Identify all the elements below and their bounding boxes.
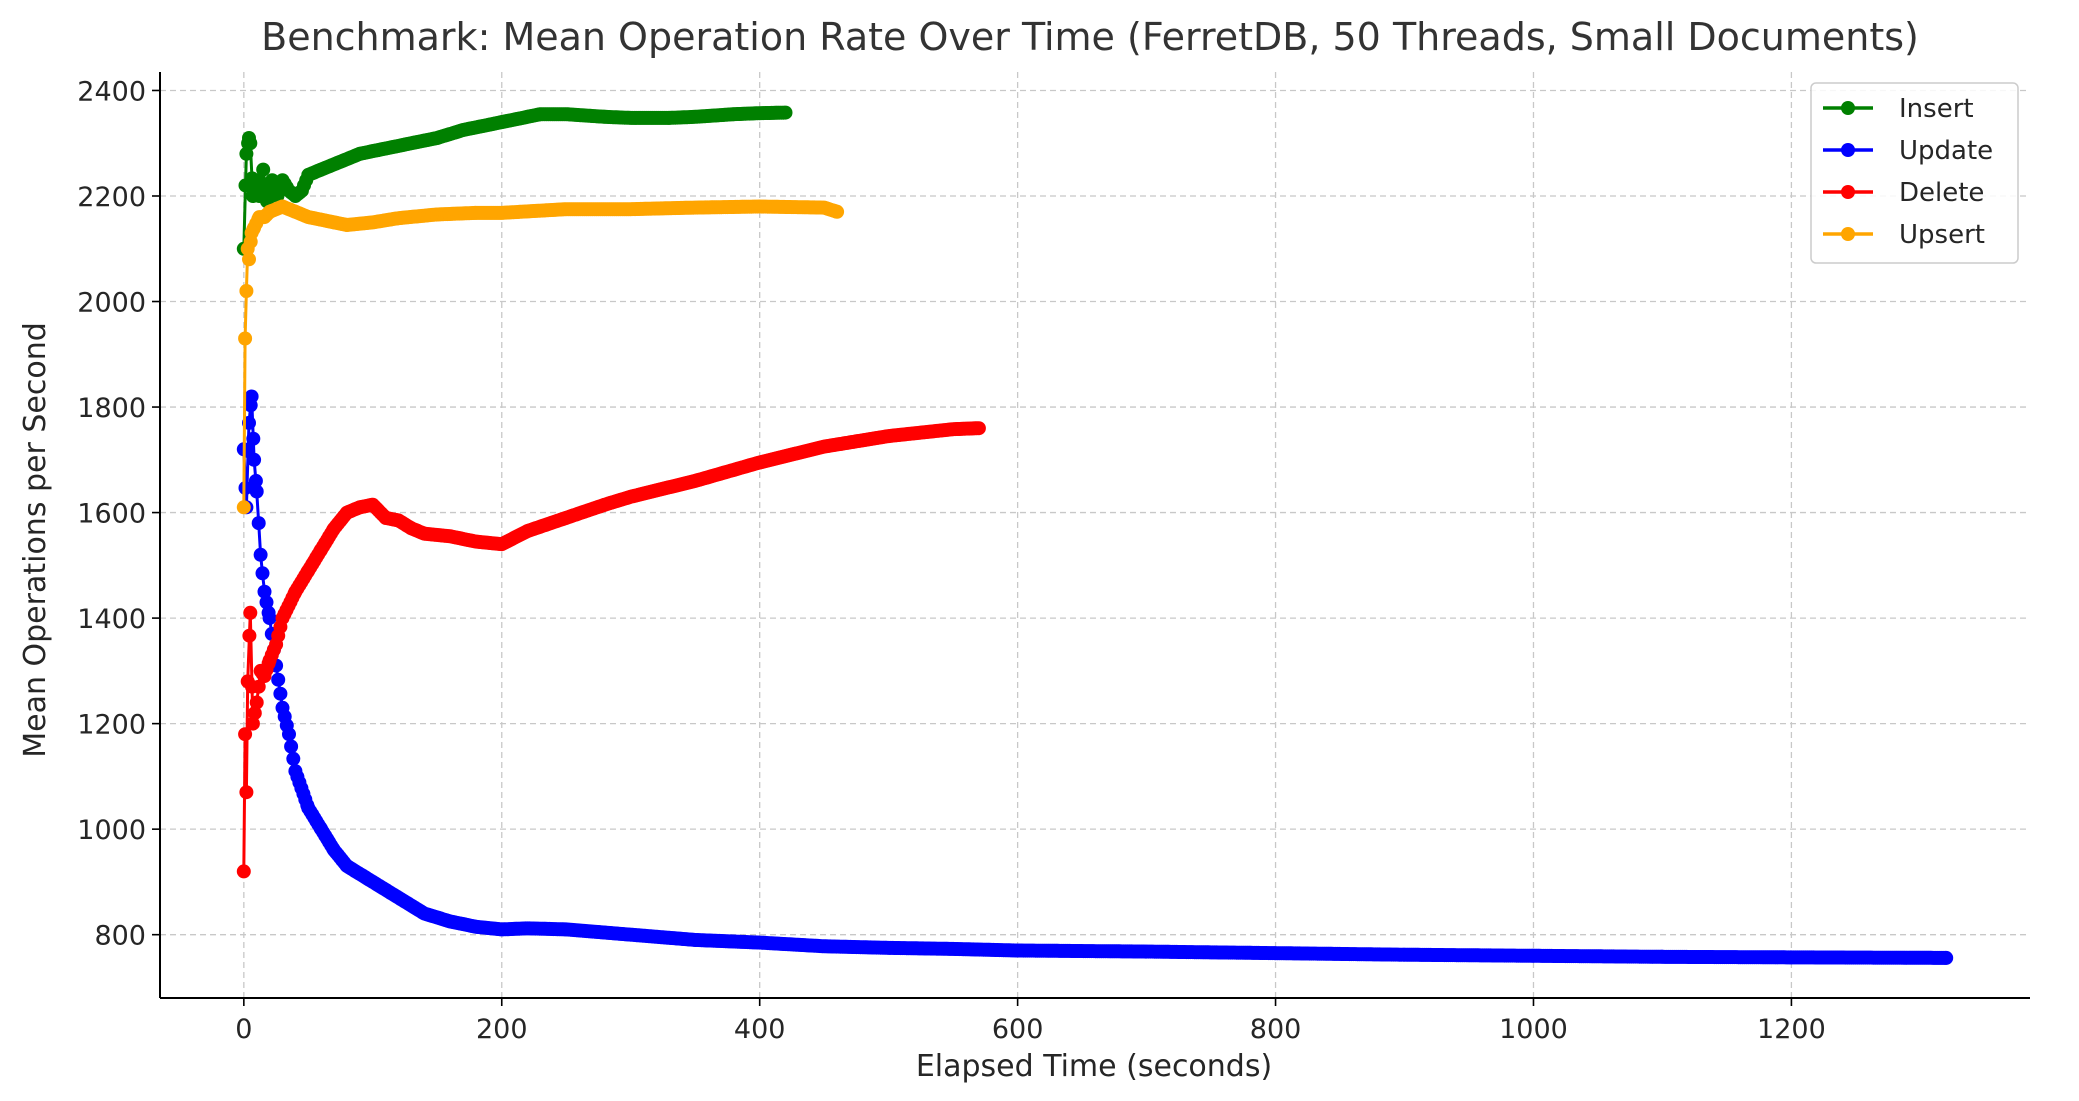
data-point-insert <box>239 146 254 161</box>
series-update <box>236 389 1954 965</box>
data-point-delete <box>236 864 251 879</box>
data-point-update <box>284 739 299 754</box>
data-point-update <box>262 611 277 626</box>
legend-marker-insert <box>1841 101 1855 115</box>
data-point-update <box>273 686 288 701</box>
data-point-upsert <box>242 252 256 267</box>
data-point-delete <box>251 679 266 694</box>
data-point-update <box>244 389 259 404</box>
data-point-update <box>248 473 263 488</box>
data-point-update <box>286 751 301 766</box>
data-point-delete <box>245 716 260 731</box>
data-point-update <box>246 431 261 446</box>
series-layer <box>236 105 1954 965</box>
x-tick-label: 800 <box>1250 1014 1302 1045</box>
x-axis-label: Elapsed Time (seconds) <box>916 1049 1272 1084</box>
series-line-delete <box>242 426 979 872</box>
legend: Insert Update Delete Upsert <box>1810 82 2019 264</box>
series-upsert <box>236 199 845 515</box>
data-point-update <box>259 595 274 610</box>
axes <box>152 72 2030 1006</box>
legend-item-upsert: Upsert <box>1823 220 1985 250</box>
y-tick-label: 1600 <box>77 499 146 530</box>
data-point-upsert <box>238 331 253 346</box>
legend-item-update: Update <box>1823 136 1993 166</box>
data-point-update <box>238 481 253 495</box>
data-point-delete <box>243 605 258 620</box>
data-point-upsert <box>236 500 251 515</box>
y-tick-label: 1000 <box>77 815 146 846</box>
legend-marker-upsert <box>1841 227 1855 241</box>
series-line-update <box>242 396 1947 960</box>
data-point-update <box>253 547 268 562</box>
x-tick-label: 1200 <box>1757 1014 1826 1045</box>
legend-box <box>1810 82 2019 264</box>
series-line-insert <box>242 111 786 249</box>
data-point-update <box>247 452 262 467</box>
y-tick-label: 1800 <box>77 393 146 424</box>
y-tick-label: 2400 <box>77 76 146 107</box>
y-axis-label: Mean Operations per Second <box>18 322 53 758</box>
data-point-update <box>249 484 264 499</box>
legend-label-insert: Insert <box>1899 94 1974 124</box>
x-tick-label: 1000 <box>1499 1014 1568 1045</box>
y-tick-label: 800 <box>94 921 146 952</box>
data-point-delete <box>242 628 257 643</box>
data-point-delete <box>971 421 986 436</box>
tick-labels: 0 200 400 600 800 1000 1200 800 1000 1200 1400 1600… <box>77 76 1825 1045</box>
y-tick-label: 2000 <box>77 288 146 319</box>
data-point-update <box>1939 950 1954 965</box>
data-point-delete <box>247 706 262 721</box>
legend-marker-update <box>1841 143 1855 157</box>
data-point-update <box>282 727 296 742</box>
chart-title: Benchmark: Mean Operation Rate Over Time… <box>261 15 1919 59</box>
x-tick-label: 400 <box>734 1014 786 1045</box>
data-point-upsert <box>830 204 845 219</box>
data-point-update <box>271 672 286 687</box>
data-point-insert <box>243 136 258 151</box>
legend-label-delete: Delete <box>1899 178 1984 208</box>
data-point-delete <box>249 695 264 710</box>
y-tick-label: 2200 <box>77 182 146 213</box>
data-point-insert <box>778 105 793 120</box>
x-tick-label: 200 <box>476 1014 528 1045</box>
series-insert <box>236 105 793 256</box>
series-delete <box>236 421 986 879</box>
data-point-update <box>255 566 270 581</box>
x-tick-label: 0 <box>235 1014 252 1045</box>
data-point-upsert <box>239 284 254 298</box>
legend-marker-delete <box>1841 185 1855 199</box>
data-point-delete <box>239 785 254 800</box>
data-point-update <box>251 516 266 531</box>
data-point-insert <box>256 162 271 177</box>
y-tick-label: 1200 <box>77 710 146 741</box>
grid <box>160 72 2030 998</box>
legend-item-insert: Insert <box>1823 94 1974 124</box>
x-tick-label: 600 <box>992 1014 1044 1045</box>
legend-label-update: Update <box>1899 136 1993 166</box>
legend-item-delete: Delete <box>1823 178 1984 208</box>
y-tick-label: 1400 <box>77 604 146 635</box>
legend-label-upsert: Upsert <box>1899 220 1985 250</box>
data-point-update <box>257 584 272 599</box>
data-point-delete <box>238 727 253 742</box>
